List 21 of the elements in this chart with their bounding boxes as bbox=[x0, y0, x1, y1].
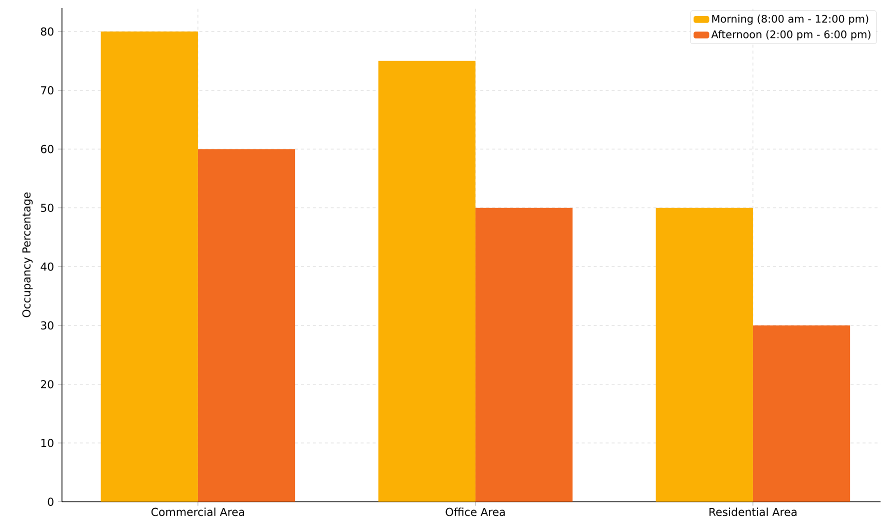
x-tick-label: Residential Area bbox=[710, 508, 796, 516]
y-tick-label: 40 bbox=[40, 262, 54, 271]
x-tick-label: Office Area bbox=[446, 508, 505, 516]
bar bbox=[475, 208, 573, 502]
y-axis-title: Occupancy Percentage bbox=[22, 192, 33, 318]
x-tick-label: Commercial Area bbox=[151, 508, 244, 516]
bar bbox=[198, 149, 296, 502]
y-tick-label: 0 bbox=[48, 498, 54, 506]
y-tick-label: 80 bbox=[40, 27, 54, 36]
bar bbox=[100, 32, 198, 502]
legend-label: Afternoon (2:00 pm - 6:00 pm) bbox=[711, 30, 870, 40]
y-tick-label: 60 bbox=[40, 145, 54, 154]
y-tick-label: 70 bbox=[41, 86, 54, 95]
bar bbox=[656, 208, 753, 502]
bar bbox=[378, 61, 476, 502]
y-tick-label: 30 bbox=[41, 321, 54, 330]
y-tick-label: 10 bbox=[41, 438, 54, 448]
bar bbox=[752, 326, 850, 502]
legend-label: Morning (8:00 am - 12:00 pm) bbox=[712, 14, 868, 25]
y-tick-label: 50 bbox=[41, 204, 54, 212]
y-tick-label: 20 bbox=[40, 380, 54, 388]
